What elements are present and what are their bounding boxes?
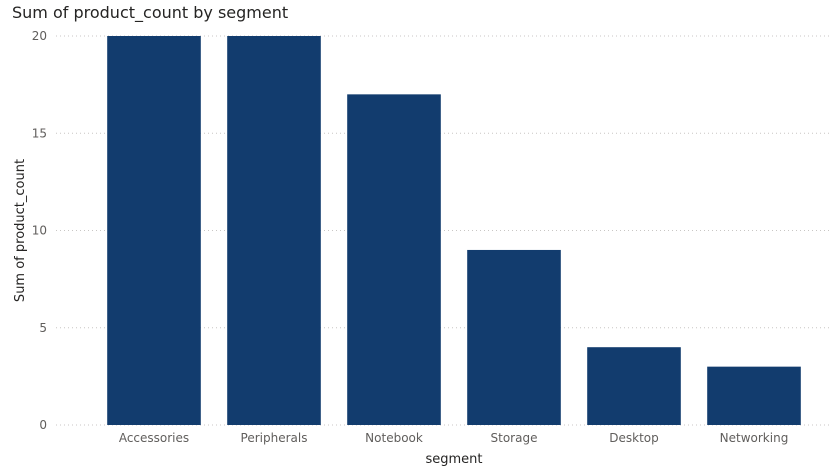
y-tick-label: 15 [32,126,47,140]
bar-notebook[interactable] [347,94,441,425]
x-axis-ticks: Accessories Peripherals Notebook Storage Des… [119,431,789,445]
x-tick-label: Peripherals [241,431,308,445]
x-tick-label: Desktop [609,431,659,445]
y-axis-ticks: 0 5 10 15 20 [32,29,47,432]
bar-storage[interactable] [467,249,561,425]
bar-accessories[interactable] [107,36,201,425]
x-axis-title: segment [425,452,482,467]
bars [107,36,801,425]
y-axis-title: Sum of product_count [13,159,28,302]
x-tick-label: Storage [491,431,538,445]
x-tick-label: Notebook [365,431,423,445]
chart-title: Sum of product_count by segment [12,3,289,22]
bar-networking[interactable] [707,366,801,425]
bar-peripherals[interactable] [227,36,321,425]
y-tick-label: 20 [32,29,47,43]
x-tick-label: Networking [720,431,789,445]
y-tick-label: 0 [39,418,47,432]
x-tick-label: Accessories [119,431,189,445]
bar-desktop[interactable] [587,347,681,425]
y-tick-label: 10 [32,224,47,238]
y-tick-label: 5 [39,321,47,335]
